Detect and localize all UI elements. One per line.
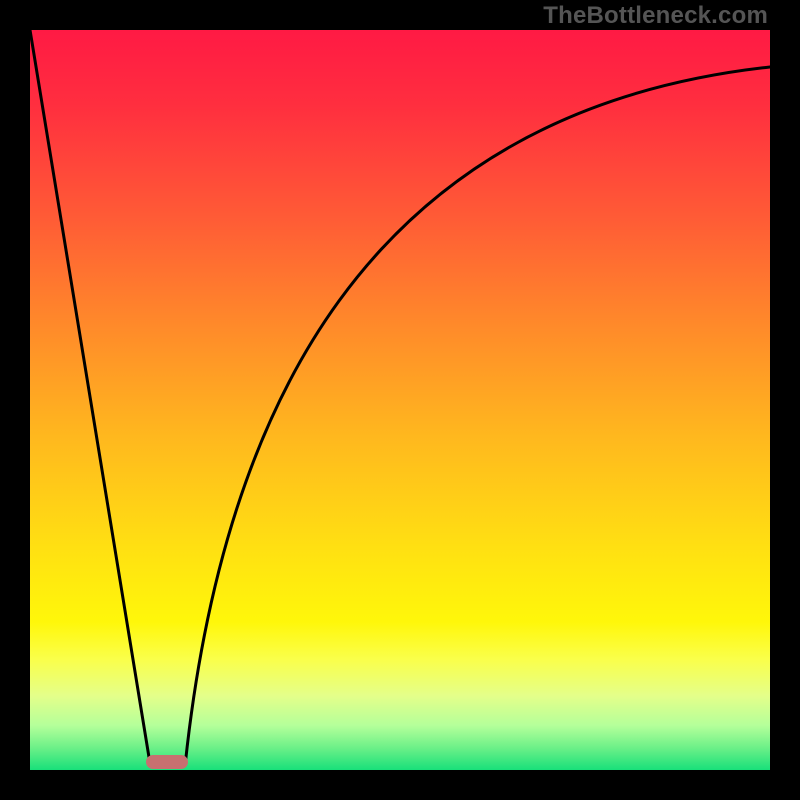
left-falling-line (30, 30, 150, 763)
border-bottom (0, 770, 800, 800)
curves-layer (30, 30, 770, 770)
chart-container: TheBottleneck.com (0, 0, 800, 800)
bottleneck-marker (146, 755, 188, 769)
border-right (770, 0, 800, 800)
plot-area (30, 30, 770, 770)
border-left (0, 0, 30, 800)
right-rising-curve (185, 67, 770, 763)
watermark-text: TheBottleneck.com (543, 2, 768, 30)
